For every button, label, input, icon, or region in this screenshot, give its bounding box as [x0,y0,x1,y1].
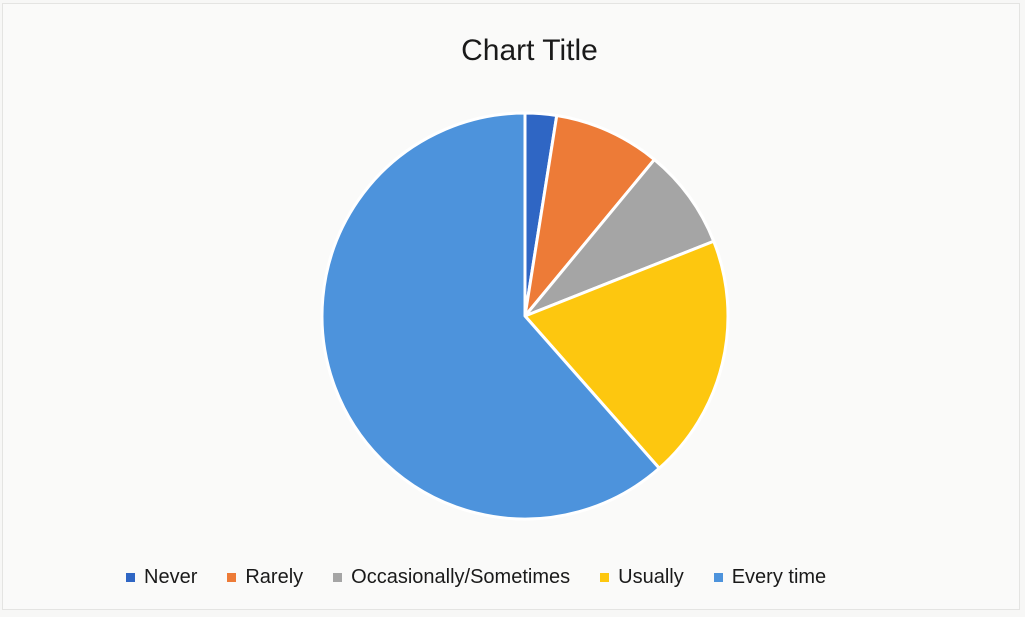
legend-item: Every time [713,565,827,589]
pie-slice-rarely [523,114,656,318]
pie-slice-usually [523,239,730,470]
legend-swatch [713,572,723,582]
legend-label: Usually [618,565,684,588]
legend-label: Rarely [245,565,304,588]
pie-slice-every-time [320,111,661,521]
legend-item: Occasionally/Sometimes [333,566,570,589]
legend-label: Every time [731,565,827,588]
chart-title: Chart Title [461,34,598,67]
legend-item: Usually [600,566,684,589]
legend-swatch [600,572,610,582]
legend-item: Never [126,566,197,589]
pie-slice-occasionally-sometimes [523,158,716,318]
chart-legend: Never Rarely Occasionally/Sometimes Usually… [126,562,826,592]
legend-label: Never [144,565,198,588]
legend-label: Occasionally/Sometimes [351,565,571,588]
legend-swatch [126,572,135,582]
legend-item: Rarely [227,566,303,589]
legend-swatch [333,572,343,582]
legend-swatch [227,572,237,582]
